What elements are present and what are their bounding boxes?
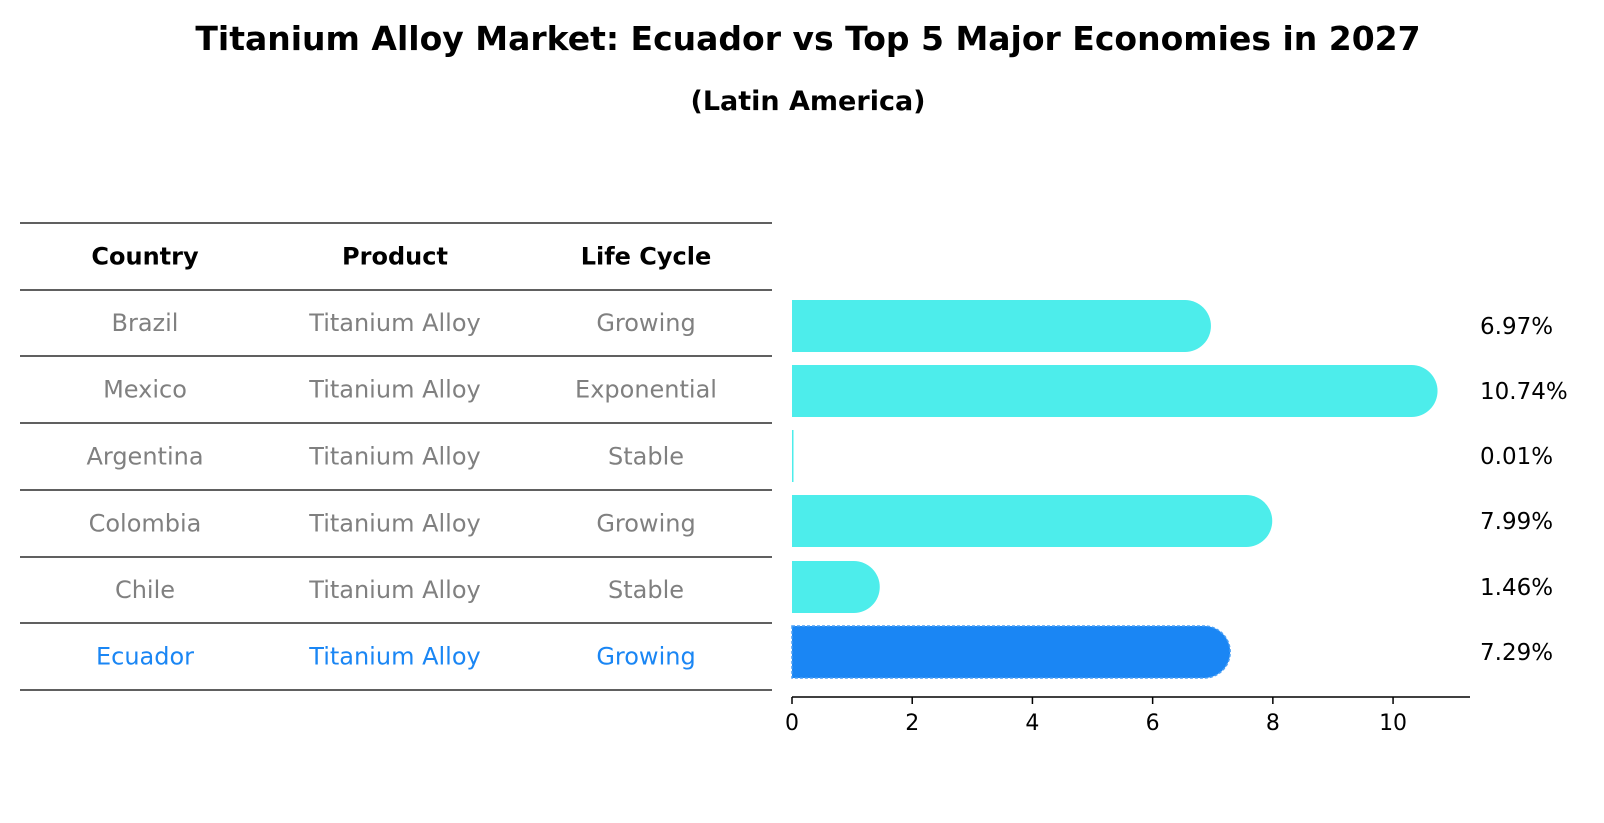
value-label: 1.46% (1480, 575, 1553, 601)
bar (792, 495, 1273, 547)
x-tick-label: 8 (1266, 711, 1280, 736)
table-cell: Stable (608, 443, 684, 471)
chart-title: Titanium Alloy Market: Ecuador vs Top 5 … (195, 19, 1420, 58)
table-cell: Growing (596, 510, 695, 538)
table-cell: Titanium Alloy (308, 510, 480, 538)
table-header-cell: Country (91, 243, 199, 271)
table-cell: Brazil (112, 309, 179, 337)
bar-plot (791, 300, 1438, 679)
table-header-cell: Product (342, 243, 448, 271)
table-cell: Ecuador (96, 643, 194, 671)
table-cell: Titanium Alloy (308, 376, 480, 404)
table-cell: Growing (596, 643, 695, 671)
chart-subtitle: (Latin America) (690, 86, 925, 117)
x-tick-label: 6 (1146, 711, 1160, 736)
bar (792, 430, 794, 482)
bar-highlight (791, 625, 1231, 679)
table-cell: Stable (608, 576, 684, 604)
value-label: 10.74% (1480, 379, 1568, 405)
table-cell: Titanium Alloy (308, 643, 480, 671)
x-axis: 0 2 4 6 8 10 (785, 696, 1470, 736)
bar (792, 300, 1211, 352)
table-cell: Argentina (86, 443, 203, 471)
x-tick-label: 4 (1025, 711, 1039, 736)
table-cell: Growing (596, 309, 695, 337)
value-label: 7.99% (1480, 509, 1553, 535)
value-label: 0.01% (1480, 444, 1553, 470)
value-label: 6.97% (1480, 314, 1553, 340)
bar (792, 561, 880, 613)
data-table: Country Product Life Cycle Brazil Titanium A… (20, 222, 772, 691)
table-cell: Titanium Alloy (308, 443, 480, 471)
table-cell: Titanium Alloy (308, 309, 480, 337)
table-cell: Mexico (103, 376, 187, 404)
table-header-cell: Life Cycle (581, 243, 712, 271)
table-cell: Titanium Alloy (308, 576, 480, 604)
table-cell: Colombia (89, 510, 202, 538)
table-cell: Exponential (575, 376, 717, 404)
value-labels: 6.97% 10.74% 0.01% 7.99% 1.46% 7.29% (1480, 314, 1568, 666)
bar (792, 365, 1438, 417)
table-cell: Chile (115, 576, 175, 604)
x-tick-label: 2 (905, 711, 919, 736)
value-label: 7.29% (1480, 640, 1553, 666)
x-tick-label: 0 (785, 711, 799, 736)
x-tick-label: 10 (1379, 711, 1407, 736)
